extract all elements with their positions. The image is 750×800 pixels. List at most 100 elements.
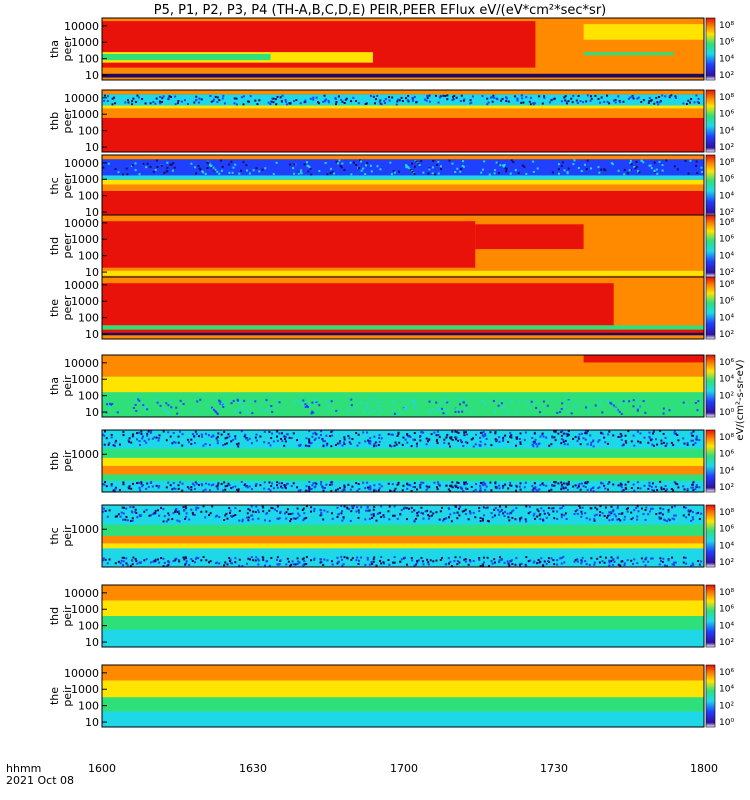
spectrogram-noise xyxy=(174,559,177,562)
spectrogram-noise xyxy=(548,444,551,447)
spectrogram-noise xyxy=(298,444,301,447)
spectrogram-noise xyxy=(491,516,494,519)
spectrogram-noise xyxy=(560,485,563,488)
spectrogram-noise xyxy=(244,433,247,436)
spectrogram-noise xyxy=(243,399,246,402)
colorbar xyxy=(705,276,716,340)
spectrogram-noise xyxy=(350,404,353,407)
spectrogram-noise xyxy=(573,512,576,515)
spectrogram-noise xyxy=(481,517,484,520)
spectrogram-noise xyxy=(182,556,185,559)
spectrogram-noise xyxy=(410,506,413,509)
spectrogram-noise xyxy=(497,404,500,407)
spectrogram-noise xyxy=(229,561,232,564)
spectrogram-noise xyxy=(658,95,661,98)
spectrogram-noise xyxy=(625,441,628,444)
spectrogram-noise xyxy=(697,400,700,403)
spectrogram-noise xyxy=(428,168,431,171)
spectrogram-noise xyxy=(379,99,382,102)
spectrogram-noise xyxy=(167,518,170,521)
spectrogram-noise xyxy=(391,401,394,404)
spectrogram-noise xyxy=(505,96,508,99)
spectrogram-noise xyxy=(560,513,563,516)
spectrogram-noise xyxy=(580,559,583,562)
spectrogram-noise xyxy=(673,481,676,484)
spectrogram-noise xyxy=(622,443,625,446)
spectrogram-noise xyxy=(493,558,496,561)
spectrogram-noise xyxy=(682,485,685,488)
spectrogram-noise xyxy=(498,561,501,564)
spectrogram-noise xyxy=(515,485,518,488)
spectrogram-noise xyxy=(368,411,371,414)
y-tick-label: 10000 xyxy=(64,357,99,370)
spectrogram-noise xyxy=(283,484,286,487)
spectrogram-noise xyxy=(540,507,543,510)
spectrogram-noise xyxy=(449,484,452,487)
panel-ylabel-line: thb xyxy=(48,452,61,470)
spectrogram-noise xyxy=(272,173,275,176)
spectrogram-noise xyxy=(625,508,628,511)
spectrogram-noise xyxy=(122,564,125,567)
spectrogram-noise xyxy=(196,400,199,403)
spectrogram-noise xyxy=(380,515,383,518)
spectrogram-noise xyxy=(268,430,271,433)
spectrogram-noise xyxy=(179,481,182,484)
spectrogram-noise xyxy=(639,487,642,490)
spectrogram-noise xyxy=(300,169,303,172)
spectrogram-noise xyxy=(321,486,324,489)
spectrogram-noise xyxy=(308,480,311,483)
spectrogram-noise xyxy=(162,508,165,511)
spectrogram-noise xyxy=(284,98,287,101)
spectrogram-noise xyxy=(308,166,311,169)
panel-ylabel-line: peir xyxy=(61,605,74,627)
spectrogram-noise xyxy=(131,435,134,438)
spectrogram-noise xyxy=(373,443,376,446)
spectrogram-noise xyxy=(482,484,485,487)
panel-ylabel-line: peir xyxy=(61,450,74,472)
spectrogram-noise xyxy=(623,173,626,176)
spectrogram-noise xyxy=(292,172,295,175)
spectrogram-noise xyxy=(663,441,666,444)
spectrogram-noise xyxy=(644,411,647,414)
colorbar-tick-label: 10² xyxy=(719,701,734,711)
spectrogram-noise xyxy=(226,563,229,566)
panel-ylabel-line: thc xyxy=(48,527,61,544)
spectrogram-noise xyxy=(567,483,570,486)
spectrogram-noise xyxy=(372,514,375,517)
spectrogram-noise xyxy=(515,437,518,440)
spectrogram-noise xyxy=(671,563,674,566)
spectrogram-noise xyxy=(107,162,110,165)
spectrogram-noise xyxy=(222,94,225,97)
spectrogram-noise xyxy=(263,487,266,490)
spectrogram-noise xyxy=(292,563,295,566)
spectrogram-noise xyxy=(551,484,554,487)
spectrogram-noise xyxy=(690,432,693,435)
spectrogram-noise xyxy=(418,436,421,439)
spectrogram-noise xyxy=(289,564,292,567)
spectrogram-noise xyxy=(619,403,622,406)
spectrogram-noise xyxy=(286,482,289,485)
spectrogram-noise xyxy=(626,507,629,510)
spectrogram-noise xyxy=(326,559,329,562)
spectrogram-noise xyxy=(313,507,316,510)
spectrogram-noise xyxy=(141,98,144,101)
spectrogram-noise xyxy=(457,482,460,485)
spectrogram-noise xyxy=(447,516,450,519)
spectrogram-noise xyxy=(224,437,227,440)
spectrogram-noise xyxy=(666,520,669,523)
spectrogram-noise xyxy=(254,400,257,403)
spectrogram-noise xyxy=(648,484,651,487)
spectrogram-noise xyxy=(482,430,485,433)
spectrogram-noise xyxy=(696,172,699,175)
spectrogram-noise xyxy=(684,556,687,559)
spectrogram-noise xyxy=(439,409,442,412)
spectrogram-noise xyxy=(486,97,489,100)
spectrogram-noise xyxy=(617,435,620,438)
spectrogram-noise xyxy=(356,444,359,447)
spectrogram-band xyxy=(102,155,704,160)
spectrogram-noise xyxy=(686,489,689,492)
spectrogram-noise xyxy=(364,487,367,490)
spectrogram-noise xyxy=(129,506,132,509)
spectrogram-noise xyxy=(599,505,602,508)
spectrogram-noise xyxy=(489,431,492,434)
